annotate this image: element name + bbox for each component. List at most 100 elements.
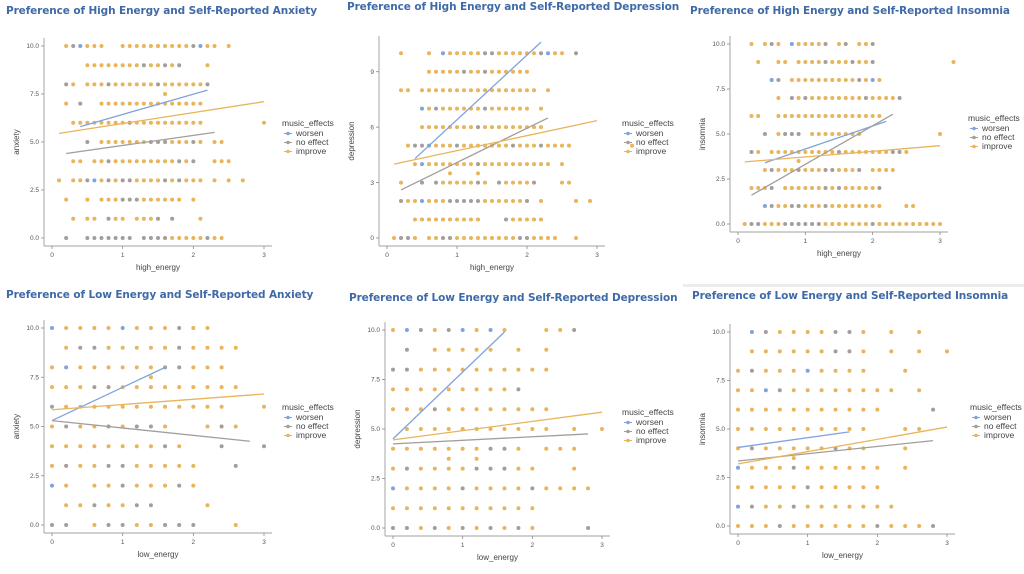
data-point-improve [816,168,821,172]
data-point-improve [586,486,591,491]
data-point-improve [877,204,882,208]
data-point-improve [170,63,175,68]
data-point-no-effect [490,51,494,56]
data-point-improve [497,162,501,167]
data-point-improve [511,51,515,56]
legend-key-dot [974,433,978,438]
data-point-no-effect [875,524,880,528]
data-point-no-effect [106,216,111,221]
data-point-improve [490,106,494,111]
data-point-improve [857,204,862,208]
data-point-worsen [92,178,97,183]
data-point-improve [884,168,889,172]
data-point-no-effect [783,222,788,226]
data-point-improve [148,63,153,68]
data-point-no-effect [448,199,452,204]
data-point-improve [830,186,835,190]
data-point-improve [776,114,781,118]
data-point-no-effect [85,236,90,240]
data-point-improve [455,125,459,130]
data-point-improve [120,44,125,48]
data-point-no-effect [497,180,501,185]
data-point-no-effect [156,82,160,87]
data-point-improve [830,204,835,208]
data-point-improve [474,347,479,352]
data-point-no-effect [92,385,97,390]
data-point-improve [441,162,445,167]
data-point-improve [749,349,754,354]
data-point-improve [763,465,768,470]
data-point-improve [78,463,83,468]
data-point-improve [148,159,153,164]
x-axis-title: low_energy [822,551,863,560]
data-point-no-effect [516,526,521,530]
data-point-improve [544,407,549,412]
data-point-improve [749,485,754,490]
data-point-no-effect [796,132,801,136]
data-point-improve [134,82,139,87]
data-point-no-effect [106,159,111,164]
data-point-no-effect [92,236,97,240]
data-point-improve [432,387,437,392]
legend-key-dot [286,140,290,145]
data-point-improve [857,186,862,190]
x-tick-label: 3 [600,542,604,549]
legend-key-dot [286,131,290,136]
data-point-improve [434,162,438,167]
data-point-improve [861,368,866,373]
data-point-improve [219,345,224,350]
data-point-no-effect [539,143,543,148]
data-point-improve [574,236,578,240]
trend-line-improve [392,411,603,441]
data-point-improve [78,178,83,183]
data-point-improve [434,88,438,93]
data-point-improve [875,504,880,509]
data-point-improve [170,120,175,125]
legend-key-dot [626,140,630,145]
data-point-improve [903,446,908,451]
data-point-no-effect [71,44,76,48]
data-point-improve [504,106,508,111]
data-point-improve [148,101,153,106]
y-tick-label: 2.5 [716,475,725,482]
data-point-improve [833,485,838,490]
data-point-improve [837,204,841,208]
data-point-improve [134,44,139,48]
data-point-improve [857,60,862,64]
data-point-no-effect [897,96,902,100]
data-point-improve [861,485,866,490]
data-point-improve [404,427,409,431]
data-point-improve [113,216,118,221]
data-point-no-effect [177,483,182,488]
data-point-no-effect [462,199,466,204]
data-point-no-effect [870,60,875,64]
data-point-no-effect [64,523,69,527]
data-point-improve [877,222,882,226]
data-point-improve [134,326,139,330]
data-point-no-effect [763,330,768,334]
data-point-improve [830,222,835,226]
data-point-improve [850,96,855,100]
data-point-improve [518,125,522,130]
data-point-improve [796,114,801,118]
data-point-no-effect [823,168,828,172]
data-point-improve [889,524,894,528]
data-point-improve [518,217,522,222]
data-point-improve [539,236,543,240]
data-point-improve [141,101,146,106]
data-point-no-effect [931,407,936,412]
data-point-improve [763,446,768,451]
data-point-no-effect [391,367,395,372]
data-point-improve [113,82,118,87]
data-point-improve [184,140,189,144]
data-point-improve [446,526,451,530]
chart-panel-high-energy-and-self-reported-insomnia: Preference of High Energy and Self-Repor… [680,0,1024,280]
data-point-improve [560,180,564,185]
data-point-no-effect [816,222,821,226]
x-tick-label: 1 [806,540,810,547]
legend-key-dot [626,420,630,425]
data-point-improve [490,236,494,240]
x-tick-label: 1 [461,542,465,549]
data-point-improve [789,114,794,118]
